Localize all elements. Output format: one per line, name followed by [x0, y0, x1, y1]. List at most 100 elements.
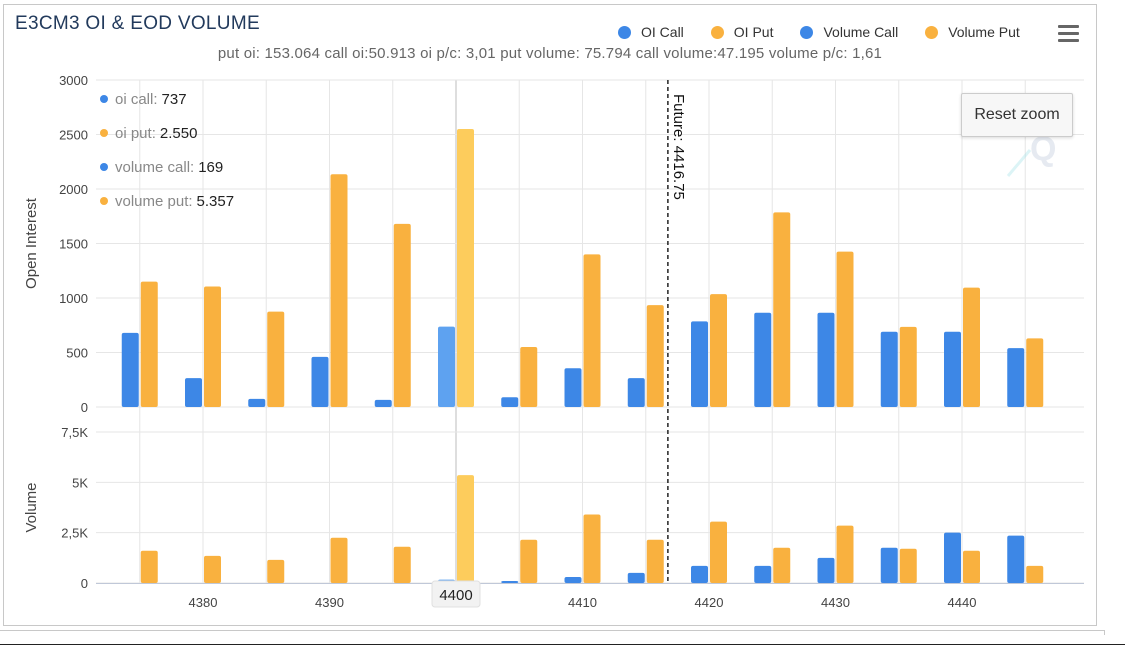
x-tick-label: 4380: [189, 595, 218, 610]
future-line-label: Future: 4416.75: [670, 94, 687, 200]
bar-volume-call: [564, 576, 582, 583]
bar-volume-call: [501, 580, 519, 583]
legend-label: Volume Put: [948, 24, 1020, 40]
tooltip-row-oi-put: oi put: 2.550: [100, 116, 234, 150]
crosshair-label: 4400: [439, 587, 472, 604]
x-tick-label: 4430: [821, 595, 850, 610]
bar-volume-put: [267, 559, 285, 583]
y-axis-label: Volume: [23, 482, 40, 532]
y-tick-label: 0: [81, 400, 88, 415]
bar-volume-call: [944, 532, 961, 583]
bar-volume-put: [393, 546, 411, 583]
y-tick-label: 2500: [59, 128, 88, 143]
tooltip-value: 5.357: [196, 192, 235, 210]
y-tick-label: 7,5K: [61, 425, 88, 440]
tooltip-dot-icon: [100, 197, 108, 205]
tooltip-row-volume-put: volume put: 5.357: [100, 184, 234, 218]
bar-oi-put: [963, 287, 980, 407]
bar-oi-put: [457, 129, 474, 408]
bar-oi-call: [374, 399, 392, 407]
crosshair-label-box: [431, 580, 481, 608]
bar-oi-call: [754, 312, 772, 407]
bar-oi-put: [646, 305, 664, 407]
watermark-stroke: [1006, 149, 1032, 177]
bar-oi-call: [185, 378, 202, 407]
bar-volume-put: [773, 547, 791, 583]
chart-subtitle: put oi: 153.064 call oi:50.913 oi p/c: 3…: [217, 45, 883, 62]
bar-volume-call: [754, 565, 772, 583]
bar-oi-put: [393, 223, 411, 407]
bar-volume-call: [817, 557, 835, 583]
y-tick-label: 3000: [59, 73, 88, 88]
tooltip-row-volume-call: volume call: 169: [100, 150, 234, 184]
x-tick-label: 4420: [695, 595, 724, 610]
bar-oi-put: [710, 294, 727, 407]
y-tick-label: 500: [66, 346, 88, 361]
y-tick-label: 0: [81, 576, 88, 591]
tooltip-value: 169: [198, 158, 224, 176]
x-tick-label: 4440: [948, 595, 977, 610]
bar-oi-call: [817, 312, 835, 407]
legend-dot-icon: [618, 25, 631, 39]
bar-oi-put: [773, 212, 791, 407]
bar-volume-call: [691, 565, 708, 583]
bar-oi-put: [583, 254, 601, 407]
legend-item-oi-call[interactable]: OI Call: [618, 24, 684, 40]
bar-volume-put: [583, 514, 601, 583]
bar-oi-put: [899, 326, 917, 407]
bar-oi-call: [501, 397, 519, 407]
bar-oi-call: [564, 368, 582, 407]
tooltip-value: 737: [161, 90, 187, 108]
y-tick-label: 1000: [59, 291, 88, 306]
bar-volume-call: [627, 572, 645, 583]
bar-oi-put: [1026, 338, 1044, 407]
legend-label: Volume Call: [823, 24, 899, 40]
bar-oi-call: [691, 321, 708, 407]
bar-oi-call: [880, 331, 898, 407]
bar-oi-call: [248, 398, 266, 407]
bar-oi-put: [267, 311, 285, 407]
y-tick-label: 1500: [59, 237, 88, 252]
bar-oi-put: [330, 174, 348, 407]
x-tick-label: 4410: [568, 595, 597, 610]
y-tick-label: 2000: [59, 182, 88, 197]
y-tick-label: 2,5K: [61, 526, 88, 541]
tooltip-label: volume call:: [115, 158, 195, 176]
tooltip-dot-icon: [100, 129, 108, 137]
bar-volume-put: [457, 475, 474, 583]
legend-item-volume-put[interactable]: Volume Put: [925, 24, 1020, 40]
legend-item-oi-put[interactable]: OI Put: [710, 24, 774, 40]
tooltip-dot-icon: [100, 95, 108, 103]
tooltip-row-oi-call: oi call: 737: [100, 82, 234, 116]
chart-title: E3CM3 OI & EOD VOLUME: [15, 13, 260, 34]
bar-oi-put: [520, 347, 538, 407]
bar-oi-call: [944, 331, 961, 407]
bar-oi-put: [204, 286, 221, 407]
legend-label: OI Put: [733, 24, 774, 40]
bar-volume-put: [330, 537, 348, 583]
hamburger-menu-icon[interactable]: [1058, 25, 1079, 43]
bar-oi-put: [140, 281, 158, 407]
tooltip-label: volume put:: [115, 192, 193, 210]
tooltip-dot-icon: [100, 163, 108, 171]
bar-oi-call: [121, 332, 139, 407]
bar-oi-call: [1007, 348, 1025, 407]
bar-volume-put: [1026, 565, 1044, 583]
x-tick-label: 4390: [315, 595, 344, 610]
y-tick-label: 5K: [72, 475, 88, 490]
bottom-divider: [0, 644, 1125, 645]
bar-volume-put: [899, 548, 917, 583]
bar-oi-call: [438, 326, 455, 407]
reset-zoom-button[interactable]: Reset zoom: [961, 93, 1073, 137]
bar-volume-call: [1007, 535, 1025, 583]
tooltip: oi call: 737 oi put: 2.550 volume call: …: [100, 82, 234, 218]
legend-item-volume-call[interactable]: Volume Call: [800, 24, 898, 40]
legend-dot-icon: [800, 25, 814, 39]
bar-volume-put: [646, 539, 664, 583]
legend-dot-icon: [710, 25, 724, 39]
bar-oi-put: [836, 251, 854, 407]
tooltip-label: oi put:: [115, 124, 156, 142]
bar-volume-call: [880, 547, 898, 583]
tooltip-label: oi call:: [115, 90, 158, 108]
